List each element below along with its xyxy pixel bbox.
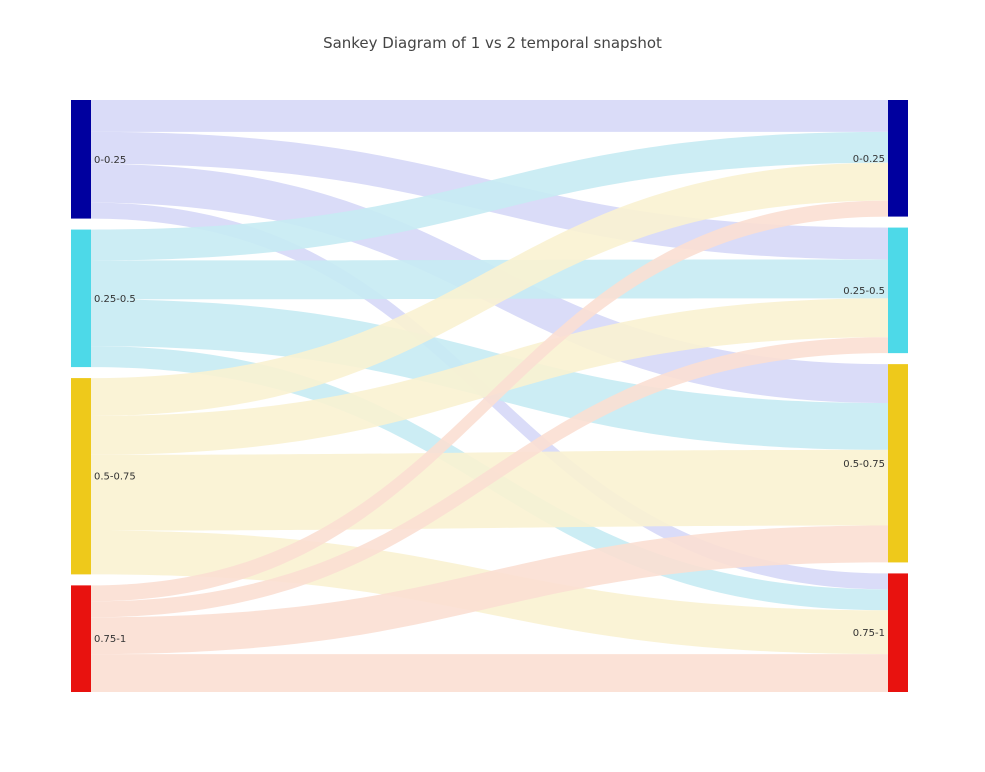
sankey-links bbox=[91, 100, 888, 692]
source-node-label-3: 0.75-1 bbox=[94, 634, 126, 645]
target-node-3[interactable] bbox=[888, 573, 908, 692]
target-node-label-3: 0.75-1 bbox=[853, 628, 885, 639]
sankey-nodes: 0-0.25 0.25-0.5 0.5-0.75 0.75-1 0-0.25 0.25-0… bbox=[71, 100, 908, 692]
target-node-label-2: 0.5-0.75 bbox=[843, 459, 885, 470]
source-node-3[interactable] bbox=[71, 585, 91, 692]
source-node-1[interactable] bbox=[71, 229, 91, 368]
source-node-label-1: 0.25-0.5 bbox=[94, 294, 136, 305]
target-node-0[interactable] bbox=[888, 100, 908, 217]
target-node-label-1: 0.25-0.5 bbox=[843, 286, 885, 297]
sankey-link-9[interactable] bbox=[91, 298, 888, 455]
chart-title: Sankey Diagram of 1 vs 2 temporal snapsh… bbox=[323, 34, 662, 52]
source-node-0[interactable] bbox=[71, 100, 91, 219]
sankey-link-15[interactable] bbox=[91, 654, 888, 692]
sankey-link-13[interactable] bbox=[91, 337, 888, 618]
target-node-label-0: 0-0.25 bbox=[853, 154, 885, 165]
sankey-link-14[interactable] bbox=[91, 525, 888, 655]
sankey-link-0[interactable] bbox=[91, 100, 888, 132]
sankey-link-10[interactable] bbox=[91, 449, 888, 531]
source-node-label-0: 0-0.25 bbox=[94, 155, 126, 166]
sankey-link-8[interactable] bbox=[91, 162, 888, 416]
target-node-2[interactable] bbox=[888, 364, 908, 563]
source-node-2[interactable] bbox=[71, 378, 91, 575]
source-node-label-2: 0.5-0.75 bbox=[94, 472, 136, 483]
target-node-1[interactable] bbox=[888, 227, 908, 354]
sankey-link-4[interactable] bbox=[91, 131, 888, 261]
sankey-link-12[interactable] bbox=[91, 200, 888, 602]
